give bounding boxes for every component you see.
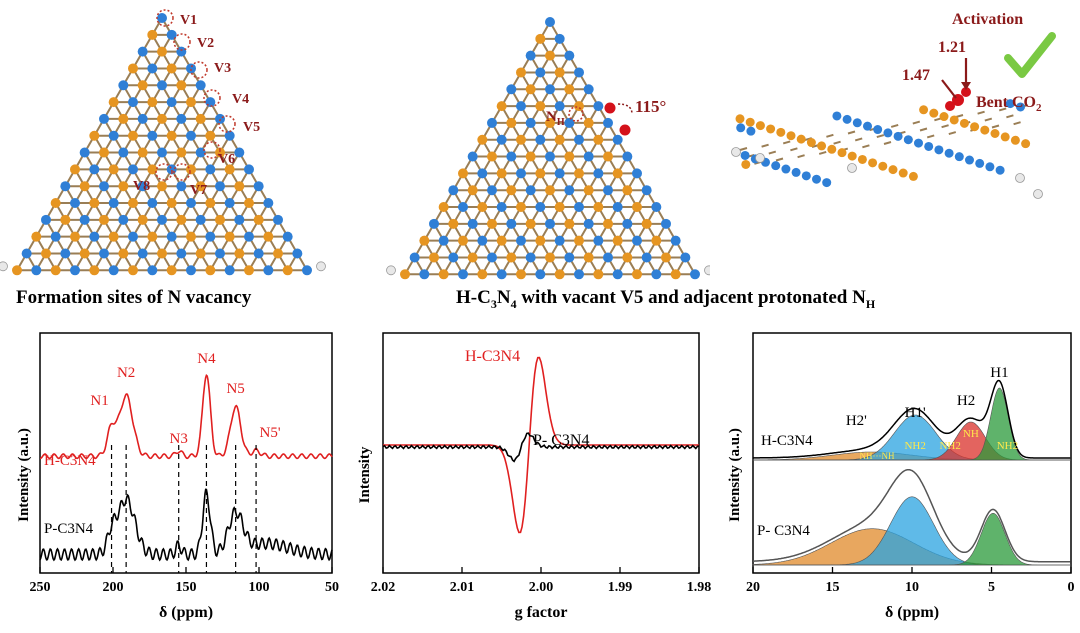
component-label: NH2	[939, 440, 960, 452]
nh-label: NH	[546, 109, 565, 128]
tick-label: 50	[325, 580, 339, 595]
vacancy-label: V4	[232, 92, 249, 107]
tick-label: 0	[1068, 580, 1075, 595]
tick-label: 150	[176, 580, 197, 595]
series-line-h	[40, 374, 333, 460]
tick-label: 10	[905, 580, 919, 595]
series-label: P-C3N4	[44, 521, 94, 537]
activation-label: Activation	[952, 11, 1023, 28]
distance-2: 1.47	[902, 67, 930, 84]
series-label: P- C3N4	[757, 523, 810, 539]
tick-label: 2.00	[529, 580, 554, 595]
lattice-protonated: NH 115°	[386, 17, 710, 280]
vacancy-label: V2	[197, 36, 214, 51]
peak-label: H2	[957, 393, 975, 409]
series-label: H-C3N4	[465, 348, 520, 365]
tick-label: 100	[249, 580, 270, 595]
tick-label: 200	[103, 580, 124, 595]
x-axis-label: g factor	[515, 604, 568, 621]
tick-label: 2.01	[450, 580, 475, 595]
tick-label: 250	[30, 580, 51, 595]
vacancy-label: V7	[190, 183, 207, 198]
caption-left: Formation sites of N vacancy	[16, 287, 252, 308]
tick-label: 20	[746, 580, 760, 595]
series-line-p	[382, 432, 700, 463]
co2-adsorption-view: Activation 1.21 1.47 Bent CO2	[731, 11, 1056, 199]
vacancy-label: V8	[133, 179, 150, 194]
tick-label: 5	[988, 580, 995, 595]
series-line-h	[753, 379, 1071, 459]
peak-label: H1'	[905, 405, 926, 421]
peak-label: N3	[170, 431, 188, 447]
co2-label: Bent CO2	[976, 94, 1042, 114]
series-line-h	[383, 356, 699, 534]
peak-label: N1	[90, 393, 108, 409]
series-line-p	[753, 468, 1071, 563]
peak-label: H2'	[846, 413, 867, 429]
x-axis-label: δ (ppm)	[885, 604, 939, 621]
component-label: NH···NH	[860, 451, 895, 461]
component-label: NH2	[904, 440, 925, 452]
tick-label: 15	[826, 580, 840, 595]
component-label: NH	[963, 428, 979, 440]
series-label: H-C3N4	[761, 433, 813, 449]
component-label: NH2	[997, 440, 1018, 452]
tick-label: 1.99	[608, 580, 633, 595]
series-line-p	[39, 488, 333, 562]
checkmark-icon	[1004, 32, 1056, 78]
vacancy-label: V6	[218, 152, 235, 167]
distance-1: 1.21	[938, 39, 966, 56]
tick-label: 2.02	[371, 580, 396, 595]
peak-label: H1	[990, 365, 1008, 381]
y-axis-label: Intensity (a.u.)	[16, 428, 32, 522]
series-label: H-C3N4	[44, 453, 96, 469]
vacancy-label: V5	[243, 120, 260, 135]
peak-label: N5'	[260, 425, 281, 441]
peak-label: N2	[117, 365, 135, 381]
vacancy-label: V1	[180, 13, 197, 28]
vacancy-label: V3	[214, 61, 231, 76]
x-axis-label: δ (ppm)	[159, 604, 213, 621]
caption-right: H-C3N4 with vacant V5 and adjacent proto…	[456, 287, 876, 311]
tick-label: 1.98	[687, 580, 712, 595]
y-axis-label: Intensity	[357, 446, 373, 503]
component-area	[753, 512, 1071, 566]
series-label: P- C3N4	[533, 432, 589, 449]
peak-label: N5	[226, 381, 244, 397]
peak-label: N4	[197, 351, 216, 367]
angle-label: 115°	[635, 97, 666, 116]
y-axis-label: Intensity (a.u.)	[727, 428, 743, 522]
chart-epr: H-C3N4 P- C3N4 2.02 2.01 2.00 1.99 1.98 Intens…	[357, 332, 712, 621]
component-area	[753, 387, 1071, 461]
